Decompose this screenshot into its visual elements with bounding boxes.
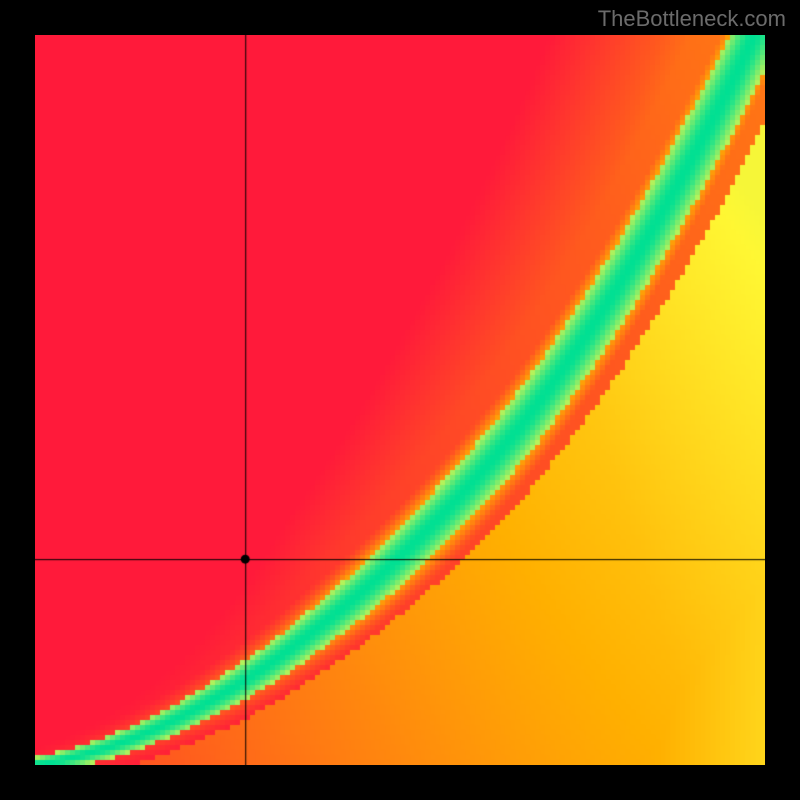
heatmap-canvas <box>35 35 765 765</box>
plot-area <box>35 35 765 765</box>
chart-frame: TheBottleneck.com <box>0 0 800 800</box>
watermark-text: TheBottleneck.com <box>598 6 786 32</box>
